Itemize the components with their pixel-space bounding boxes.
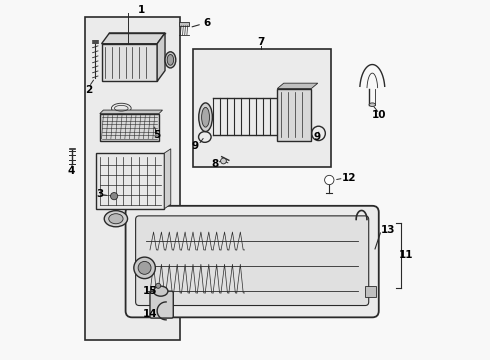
Ellipse shape [369,103,375,107]
Text: 8: 8 [211,159,218,169]
Polygon shape [277,89,311,140]
Polygon shape [100,110,163,114]
Text: 2: 2 [85,85,93,95]
Circle shape [324,175,334,185]
Ellipse shape [201,107,210,127]
Ellipse shape [153,286,168,296]
Text: 9: 9 [191,141,198,151]
Text: 5: 5 [153,130,161,140]
Text: 1: 1 [137,5,145,15]
Text: 11: 11 [399,250,414,260]
Text: 6: 6 [204,18,211,28]
Polygon shape [101,33,165,44]
FancyBboxPatch shape [150,291,173,318]
FancyBboxPatch shape [136,216,368,306]
Polygon shape [277,83,318,89]
Text: 14: 14 [143,310,157,319]
FancyBboxPatch shape [125,206,379,318]
Text: 15: 15 [143,286,157,296]
Ellipse shape [165,52,176,68]
Bar [100,114,159,140]
Ellipse shape [111,103,131,113]
Text: 10: 10 [372,111,387,121]
Text: 13: 13 [381,225,396,235]
Bar [85,17,180,339]
Ellipse shape [199,103,212,132]
Text: 4: 4 [68,166,75,176]
Polygon shape [157,33,165,81]
Text: 9: 9 [313,132,320,142]
Polygon shape [179,22,190,26]
Polygon shape [96,153,164,209]
Text: 7: 7 [257,37,265,47]
Polygon shape [101,44,157,81]
Polygon shape [365,286,376,297]
Ellipse shape [109,214,123,224]
Bar [193,49,331,167]
Circle shape [111,193,118,200]
Text: 12: 12 [342,173,356,183]
Circle shape [134,257,155,279]
Circle shape [156,283,161,288]
Circle shape [220,158,226,164]
Ellipse shape [104,211,127,227]
Circle shape [138,261,151,274]
Polygon shape [164,149,171,209]
Text: 3: 3 [96,189,103,199]
Ellipse shape [167,54,173,65]
